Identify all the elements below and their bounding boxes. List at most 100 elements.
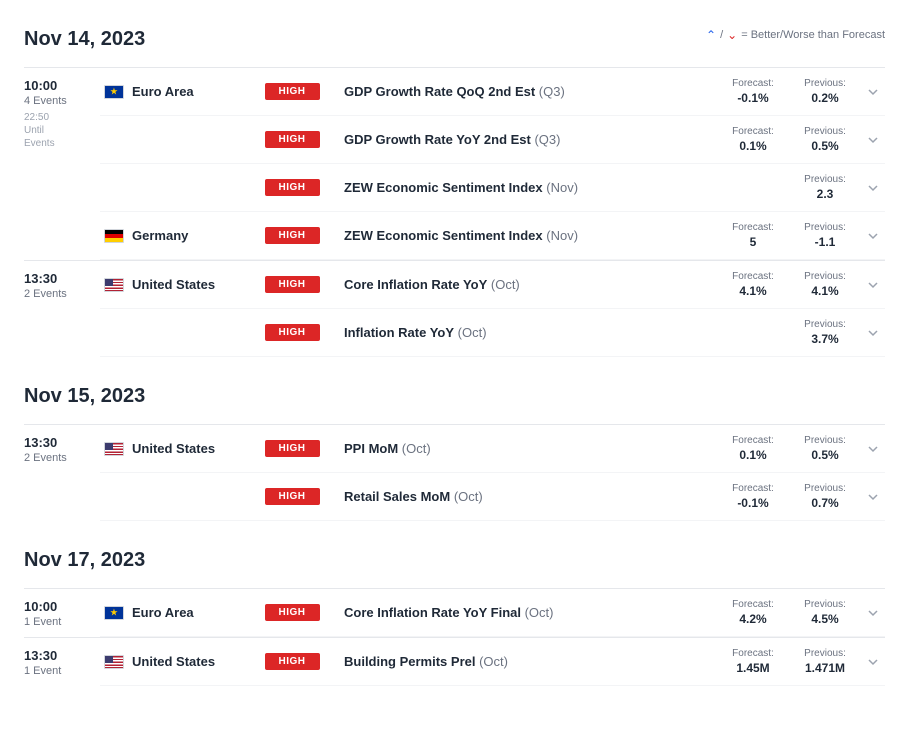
forecast-cell: Forecast:4.2% [717,599,789,626]
event-count: 2 Events [24,452,100,464]
event-name: Retail Sales MoM [344,489,450,504]
impact-cell: HIGH [248,276,336,293]
event-name: ZEW Economic Sentiment Index [344,180,543,195]
previous-cell: Previous:4.5% [789,599,861,626]
event-count: 4 Events [24,95,100,107]
time-row: 10:004 Events22:50UntilEvents★Euro AreaH… [24,68,885,260]
country-cell: United States [100,277,248,292]
country-name: United States [132,654,215,669]
event-period: (Nov) [543,228,578,243]
event-period: (Oct) [521,605,554,620]
event-row[interactable]: HIGHRetail Sales MoM (Oct)Forecast:-0.1%… [100,473,885,521]
event-name-cell: ZEW Economic Sentiment Index (Nov) [336,228,717,243]
expand-button[interactable] [861,231,885,241]
date-header: Nov 15, 2023 [24,385,885,408]
forecast-cell: Forecast:-0.1% [717,483,789,510]
date-title: Nov 14, 2023 [24,28,145,51]
impact-badge: HIGH [265,179,320,196]
previous-label: Previous: [789,78,861,89]
time-row: 13:302 EventsUnited StatesHIGHCore Infla… [24,261,885,357]
chevron-down-icon [868,280,878,290]
previous-value: 1.471M [789,661,861,675]
time-row: 13:30 2 EventsUnited StatesHIGHPPI MoM (O… [24,425,885,521]
event-row[interactable]: HIGHInflation Rate YoY (Oct)Previous:3.7… [100,309,885,357]
impact-cell: HIGH [248,604,336,621]
event-row[interactable]: HIGH ZEW Economic Sentiment Index (Nov) Pr… [100,164,885,212]
event-row[interactable]: HIGHGDP Growth Rate YoY 2nd Est (Q3)Fore… [100,116,885,164]
expand-button[interactable] [861,183,885,193]
time-row: 13:301 EventUnited StatesHIGHBuilding Pe… [24,638,885,686]
event-name: Building Permits Prel [344,654,475,669]
forecast-cell: Forecast:0.1% [717,435,789,462]
previous-label: Previous: [789,435,861,446]
country-cell: United States [100,654,248,669]
expand-button[interactable] [861,657,885,667]
time-group: 13:30 2 EventsUnited StatesHIGHPPI MoM (O… [24,424,885,521]
expand-button[interactable] [861,444,885,454]
previous-cell: Previous:0.7% [789,483,861,510]
country-cell: Germany [100,228,248,243]
forecast-cell: Forecast:1.45M [717,648,789,675]
previous-label: Previous: [789,222,861,233]
event-name-cell: GDP Growth Rate YoY 2nd Est (Q3) [336,132,717,147]
impact-badge: HIGH [265,131,320,148]
expand-button[interactable] [861,608,885,618]
legend-separator: / [720,29,723,41]
flag-de-icon [104,229,124,243]
expand-button[interactable] [861,492,885,502]
forecast-value: 5 [717,235,789,249]
expand-button[interactable] [861,135,885,145]
chevron-down-icon [868,492,878,502]
events-container: United StatesHIGHCore Inflation Rate YoY… [100,261,885,357]
forecast-value: 0.1% [717,139,789,153]
country-cell: ★ Euro Area [100,84,248,99]
forecast-label: Forecast: [717,271,789,282]
event-row[interactable]: ★Euro AreaHIGHCore Inflation Rate YoY Fi… [100,589,885,637]
event-period: (Nov) [543,180,578,195]
event-name: GDP Growth Rate YoY 2nd Est [344,132,531,147]
forecast-value: -0.1% [717,91,789,105]
event-row[interactable]: United StatesHIGHBuilding Permits Prel (… [100,638,885,686]
chevron-down-icon [868,87,878,97]
events-container: ★Euro AreaHIGHCore Inflation Rate YoY Fi… [100,589,885,637]
impact-cell: HIGH [248,83,336,100]
previous-label: Previous: [789,648,861,659]
event-row[interactable]: ★Euro AreaHIGHGDP Growth Rate QoQ 2nd Es… [100,68,885,116]
forecast-value: 1.45M [717,661,789,675]
expand-button[interactable] [861,280,885,290]
event-name-cell: ZEW Economic Sentiment Index (Nov) [336,180,717,195]
previous-value: 0.5% [789,448,861,462]
event-period: (Oct) [487,277,520,292]
forecast-label: Forecast: [717,483,789,494]
event-count: 1 Event [24,616,100,628]
event-name: Core Inflation Rate YoY Final [344,605,521,620]
forecast-value: 4.1% [717,284,789,298]
event-period: (Q3) [531,132,561,147]
event-row[interactable]: GermanyHIGHZEW Economic Sentiment Index … [100,212,885,260]
event-period: (Oct) [450,489,483,504]
date-header: Nov 17, 2023 [24,549,885,572]
date-section: Nov 14, 2023⌃/⌄= Better/Worse than Forec… [24,28,885,357]
impact-cell: HIGH [248,653,336,670]
expand-button[interactable] [861,87,885,97]
country-name: Euro Area [132,84,194,99]
event-row[interactable]: United StatesHIGHCore Inflation Rate YoY… [100,261,885,309]
previous-value: 0.2% [789,91,861,105]
time-value: 10:00 [24,78,100,93]
extra-time-label: Events [24,137,100,150]
extra-time: 22:50 [24,111,100,124]
expand-button[interactable] [861,328,885,338]
forecast-label: Forecast: [717,435,789,446]
previous-label: Previous: [789,174,861,185]
forecast-cell: Forecast:-0.1% [717,78,789,105]
impact-cell: HIGH [248,440,336,457]
flag-eu-icon: ★ [104,85,124,99]
time-value: 13:30 [24,435,100,450]
event-row[interactable]: United StatesHIGHPPI MoM (Oct)Forecast:0… [100,425,885,473]
impact-cell: HIGH [248,324,336,341]
forecast-label: Forecast: [717,222,789,233]
country-name: Euro Area [132,605,194,620]
previous-cell: Previous: 1.471M [789,648,861,675]
date-header: Nov 14, 2023⌃/⌄= Better/Worse than Forec… [24,28,885,51]
event-name-cell: Core Inflation Rate YoY Final (Oct) [336,605,717,620]
